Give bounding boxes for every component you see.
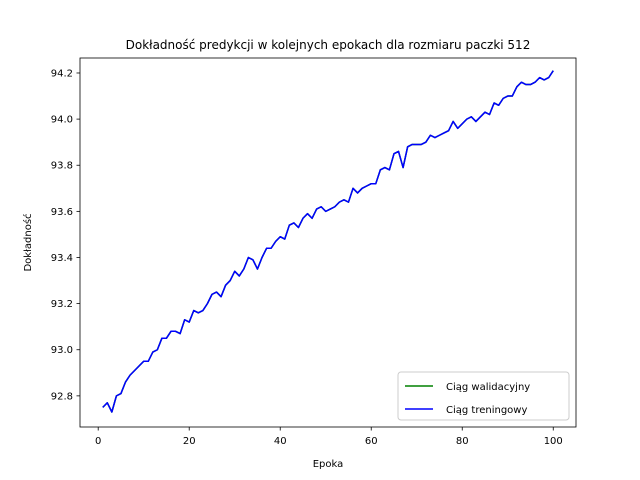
y-tick-label: 93.6 xyxy=(51,207,73,218)
x-tick-label: 100 xyxy=(544,436,563,447)
legend-box xyxy=(397,371,570,421)
y-tick-label: 93.8 xyxy=(51,161,73,172)
x-axis: 0 20 40 60 80 100 xyxy=(95,427,563,447)
y-axis-label: Dokładność xyxy=(22,213,34,271)
y-tick-label: 93.4 xyxy=(51,253,73,264)
series-layer xyxy=(102,70,554,413)
y-tick-label: 93.0 xyxy=(51,345,73,356)
series-line-2 xyxy=(102,70,554,413)
legend: Ciąg walidacyjny Ciąg treningowy xyxy=(397,371,570,421)
x-tick-label: 0 xyxy=(95,436,101,447)
plot-frame xyxy=(79,57,577,428)
x-tick-label: 80 xyxy=(456,436,469,447)
plot-area xyxy=(80,58,576,427)
x-tick-label: 60 xyxy=(365,436,378,447)
x-tick-label: 20 xyxy=(183,436,196,447)
y-tick-label: 94.0 xyxy=(51,115,73,126)
legend-label-1: Ciąg walidacyjny xyxy=(446,382,530,393)
x-axis-label: Epoka xyxy=(313,459,344,470)
chart-title: Dokładność predykcji w kolejnych epokach… xyxy=(126,38,531,52)
y-tick-label: 92.8 xyxy=(51,391,73,402)
y-tick-label: 94.2 xyxy=(51,68,73,79)
legend-label-2: Ciąg treningowy xyxy=(446,405,527,416)
y-tick-label: 93.2 xyxy=(51,299,73,310)
y-axis: 92.8 93.0 93.2 93.4 93.6 93.8 94.0 94.2 xyxy=(51,68,80,402)
x-tick-label: 40 xyxy=(274,436,287,447)
